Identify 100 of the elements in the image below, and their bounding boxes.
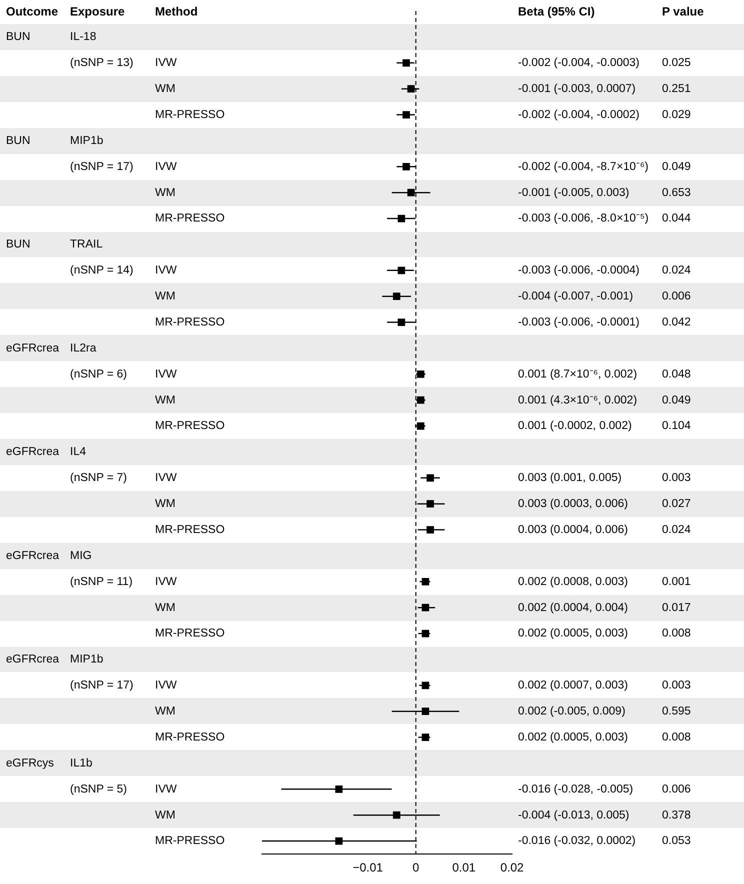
y-tick-label: MR-PRESSO [155, 628, 225, 640]
text: -0.001 (-0.005, 0.003) [518, 186, 630, 199]
text: -0.003 (-0.006, -0.0001) [518, 316, 640, 328]
text: 0.003 [662, 680, 691, 692]
text: P value [662, 4, 704, 18]
text: MIP1b [70, 654, 104, 666]
text: 0.378 [662, 809, 691, 822]
y-tick-label: WM [155, 186, 176, 199]
text: 0.002 (0.0005, 0.003) [518, 628, 628, 640]
x-tick-label: 0.01 [452, 860, 476, 875]
text: MIP1b [70, 134, 104, 147]
text: Outcome [6, 4, 58, 18]
text: eGFRcys [6, 757, 54, 770]
y-tick-label: IVW [155, 57, 177, 70]
text: (nSNP = 13) [70, 57, 134, 70]
text: TRAIL [70, 238, 104, 251]
text: 0.003 (0.001, 0.005) [518, 472, 622, 484]
text: -0.002 (-0.004, -0.0003) [518, 57, 640, 70]
text: BUN [6, 238, 30, 251]
y-tick-label: IVW [155, 160, 177, 173]
y-tick-label: MR-PRESSO [155, 835, 225, 848]
text: 0.002 (0.0008, 0.003) [518, 576, 628, 588]
text: 0.003 (0.0004, 0.006) [518, 524, 628, 536]
text: 0.044 [662, 212, 692, 225]
y-tick-label: WM [155, 602, 176, 614]
point [335, 837, 343, 845]
point [422, 682, 430, 690]
text: -0.002 (-0.004, -8.7×10⁻⁶) [518, 160, 649, 173]
text: 0.001 (4.3×10⁻⁶, 0.002) [518, 394, 638, 406]
text: eGFRcrea [6, 654, 60, 666]
y-tick-label: MR-PRESSO [155, 316, 225, 328]
y-tick-label: MR-PRESSO [155, 108, 225, 121]
x-tick-label: 0.02 [500, 860, 524, 875]
text: 0.006 [662, 290, 691, 303]
point [426, 500, 434, 508]
y-tick-label: WM [155, 394, 176, 406]
text: (nSNP = 17) [70, 680, 134, 692]
text: -0.001 (-0.003, 0.0007) [518, 83, 636, 96]
point [398, 318, 406, 326]
text: 0.002 (0.0005, 0.003) [518, 731, 628, 744]
y-tick-label: WM [155, 290, 176, 303]
text: Beta (95% CI) [518, 4, 595, 18]
text: 0.002 (0.0004, 0.004) [518, 602, 628, 614]
text: -0.002 (-0.004, -0.0002) [518, 108, 640, 121]
point [402, 59, 410, 67]
y-tick-label: WM [155, 498, 176, 510]
x-tick-label: −0.01 [352, 860, 384, 875]
point [416, 396, 424, 404]
text: (nSNP = 7) [70, 472, 128, 484]
point [416, 422, 424, 430]
text: 0.049 [662, 160, 691, 173]
y-tick-label: WM [155, 706, 176, 718]
point [422, 734, 430, 741]
text: -0.003 (-0.006, -0.0004) [518, 264, 640, 277]
text: 0.049 [662, 394, 691, 406]
y-tick-label: MR-PRESSO [155, 731, 225, 744]
y-tick-label: MR-PRESSO [155, 420, 225, 432]
y-tick-label: IVW [155, 368, 177, 380]
text: 0.002 (0.0007, 0.003) [518, 680, 628, 692]
text: 0.001 (-0.0002, 0.002) [518, 420, 632, 432]
text: eGFRcrea [6, 550, 60, 562]
text: -0.003 (-0.006, -8.0×10⁻⁵) [518, 212, 649, 225]
text: 0.053 [662, 835, 691, 848]
text: IL-18 [70, 31, 96, 44]
text: 0.001 (8.7×10⁻⁶, 0.002) [518, 368, 638, 380]
point [426, 474, 434, 482]
text: 0.024 [662, 264, 692, 277]
point [402, 111, 410, 118]
text: (nSNP = 11) [70, 576, 133, 588]
text: 0.001 [662, 576, 691, 588]
y-tick-label: IVW [155, 264, 177, 277]
point [422, 708, 430, 716]
text: 0.003 (0.0003, 0.006) [518, 498, 628, 510]
point [426, 526, 434, 534]
text: MIG [70, 550, 92, 562]
text: 0.653 [662, 186, 691, 199]
point [416, 370, 424, 378]
y-tick-label: WM [155, 809, 176, 822]
text: eGFRcrea [6, 446, 60, 458]
text: 0.024 [662, 524, 692, 536]
text: 0.251 [662, 83, 691, 96]
text: 0.008 [662, 628, 691, 640]
point [398, 214, 406, 222]
y-tick-label: IVW [155, 472, 177, 484]
y-tick-label: MR-PRESSO [155, 524, 225, 536]
point [422, 578, 430, 586]
text: (nSNP = 17) [70, 160, 134, 173]
text: Exposure [70, 4, 126, 18]
text: 0.048 [662, 368, 691, 380]
text: 0.006 [662, 783, 691, 796]
text: BUN [6, 134, 30, 147]
text: -0.016 (-0.028, -0.005) [518, 783, 634, 796]
y-tick-label: IVW [155, 783, 177, 796]
text: (nSNP = 5) [70, 783, 128, 796]
point [402, 162, 410, 170]
y-tick-label: MR-PRESSO [155, 212, 225, 225]
text: Method [155, 4, 198, 18]
point [422, 604, 430, 612]
text: 0.027 [662, 498, 691, 510]
text: IL1b [70, 757, 92, 770]
